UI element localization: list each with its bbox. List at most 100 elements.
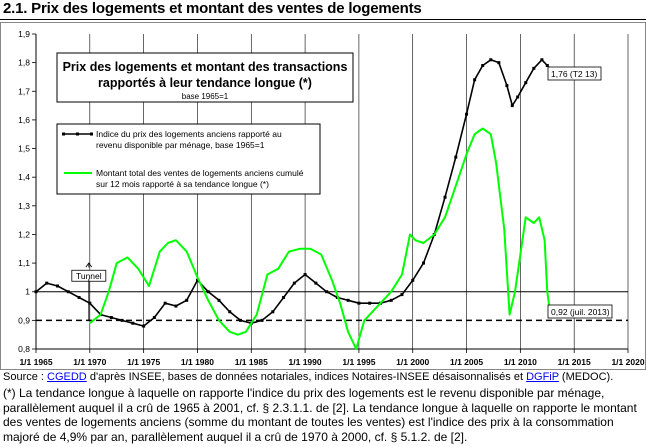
y-tick-label: 1,3 [18,201,30,211]
price-index-point [524,81,528,85]
legend-label-price-line1: Indice du prix des logements anciens rap… [96,129,282,139]
price-index-point [443,195,447,199]
price-index-point [152,316,156,319]
sales-end-label: 0,92 (juil. 2013) [551,307,610,317]
price-index-point [163,301,167,305]
legend-label-sales-line1: Montant total des ventes de logements an… [96,168,304,178]
title-divider [0,19,646,20]
price-index-point [131,321,135,325]
price-index-point [510,104,514,108]
source-note: Source : CGEDD d'après INSEE, bases de d… [3,371,613,383]
chart-title-line2: rapportés à leur tendance longue (*) [98,76,312,90]
price-index-point [454,155,458,159]
x-tick-label: 1/1 1990 [289,357,322,367]
y-tick-label: 1,9 [18,29,30,39]
x-tick-label: 1/1 1995 [342,357,375,367]
price-index-point [45,281,49,285]
price-index-point [314,281,318,285]
price-index-point [109,316,113,319]
price-index-point [325,290,329,294]
price-index-point [56,284,60,288]
page-title: 2.1. Prix des logements et montant des v… [3,0,422,17]
price-index-point [346,298,350,302]
price-index-point [473,78,477,82]
line-chart: 1/1 1965 1/1 1970 1/1 1975 1/1 1980 1/1 1985… [0,22,646,370]
price-index-point [292,281,296,285]
x-tick-label: 1/1 2015 [558,357,591,367]
legend [56,123,321,195]
price-index-point [282,295,286,299]
price-index-point [271,310,275,314]
y-tick-label: 0,8 [18,344,30,354]
price-index-point [77,295,81,299]
price-index-point [389,298,393,302]
price-index-point [489,58,493,62]
price-index-point [505,84,509,88]
price-index-point [532,66,536,70]
y-tick-label: 1,5 [18,144,30,154]
price-index-point [465,112,469,116]
y-tick-label: 1,4 [18,172,30,182]
x-tick-label: 1/1 1980 [181,357,214,367]
price-index-point [185,298,189,302]
y-tick-label: 0,9 [18,315,30,325]
y-tick-label: 1,6 [18,115,30,125]
source-prefix: Source : [3,371,48,383]
price-index-point [206,290,210,294]
legend-label-price-line2: revenu disponible par ménage, base 1965=… [96,140,265,150]
x-tick-label: 1/1 2020 [611,357,644,367]
price-index-point [195,278,199,282]
legend-marker-price [90,132,93,136]
price-index-point [120,318,124,322]
price-end-callout [547,66,602,81]
legend-marker-price [76,132,79,136]
price-index-point [516,95,520,99]
x-tick-label: 1/1 2000 [396,357,429,367]
chart-title-line1: Prix des logements et montant des transa… [63,60,348,74]
tunnel-arrowhead [85,262,93,268]
sales-end-callout [547,304,613,319]
price-index-point [228,310,232,314]
y-tick-label: 1,1 [18,258,30,268]
chart-title-box [56,52,354,103]
price-index-point [142,324,146,328]
x-tick-label: 1/1 2005 [450,357,483,367]
y-tick-label: 1,7 [18,86,30,96]
dgfip-link[interactable]: DGFiP [526,371,559,383]
price-end-label: 1,76 (T2 13) [551,69,597,79]
legend-item-price: Indice du prix des logements anciens rap… [62,129,282,150]
footnote: (*) La tendance longue à laquelle on rap… [3,386,637,444]
price-index-point [239,318,243,322]
legend-item-sales: Montant total des ventes de logements an… [64,168,304,189]
price-index-point [260,318,264,322]
price-index-point [540,58,544,62]
price-index-point [368,301,372,305]
x-tick-label: 1/1 1965 [19,357,52,367]
tunnel-label: Tunnel [76,271,102,281]
cgedd-link[interactable]: CGEDD [47,371,87,383]
source-suffix: d'après INSEE, bases de données notarial… [86,371,527,383]
y-tick-label: 1 [25,287,30,297]
tunnel-marker: Tunnel [71,262,107,321]
source-end: (MEDOC). [558,371,614,383]
x-tick-label: 1/1 1975 [127,357,160,367]
price-index-point [411,278,415,282]
price-index-point [34,290,38,294]
price-index-point [66,290,70,294]
x-tick-label: 1/1 1970 [73,357,106,367]
x-tick-label: 1/1 1985 [235,357,268,367]
price-index-point [481,64,485,67]
price-index-point [357,301,361,305]
price-index-point [545,64,549,67]
chart-subtitle: base 1965=1 [182,92,229,101]
price-index-point [303,273,307,277]
price-index-point [400,293,404,297]
reference-lines [36,291,628,322]
price-index-point [174,304,178,308]
legend-label-sales-line2: sur 12 mois rapporté à sa tendance longu… [96,179,269,189]
sales-amount-series-line [89,127,554,350]
x-tick-label: 1/1 2010 [504,357,537,367]
price-index-point [497,61,501,65]
axes: 1/1 1965 1/1 1970 1/1 1975 1/1 1980 1/1 1985… [18,29,645,367]
price-index-point [88,301,92,305]
